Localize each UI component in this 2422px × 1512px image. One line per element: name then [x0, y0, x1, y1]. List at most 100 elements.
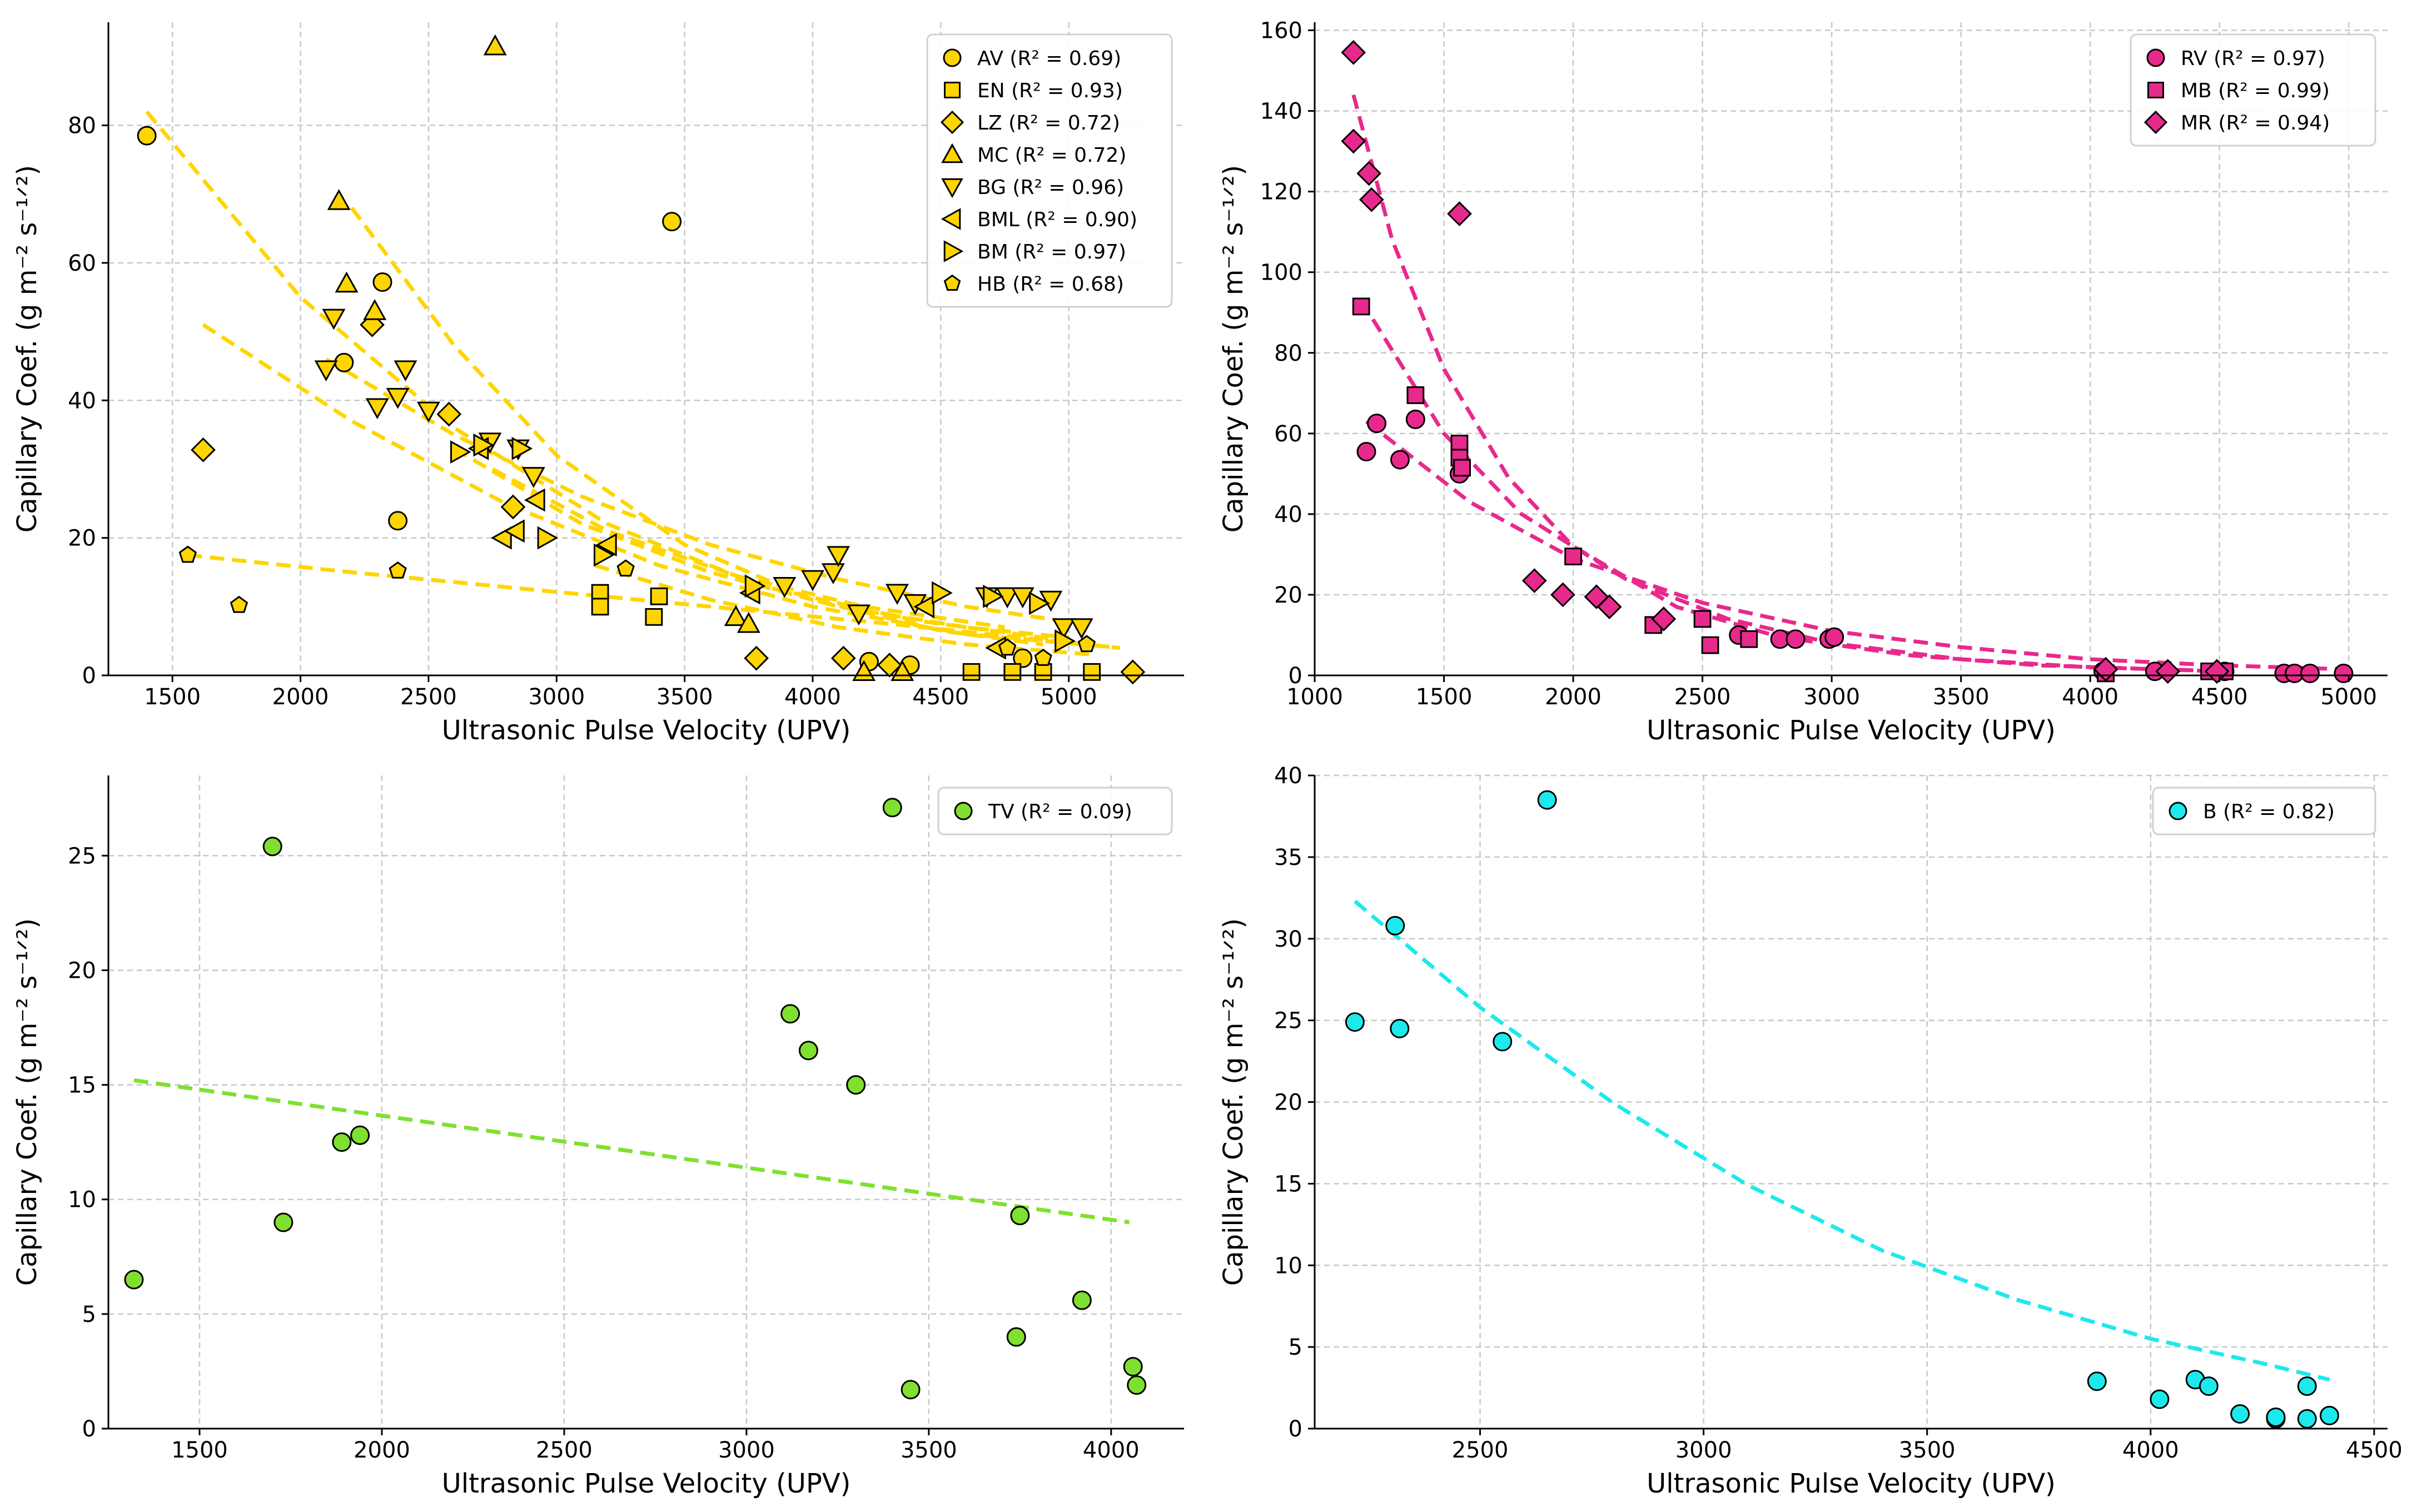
x-tick-label: 3000 — [528, 684, 585, 710]
fit-curve — [1351, 94, 2220, 674]
legend-marker — [943, 240, 964, 262]
data-point — [847, 604, 871, 626]
y-tick-label: 0 — [82, 1416, 96, 1442]
chart-panel-bottom-left: 1500 2000 2500 3000 3500 4000 0 5 10 15 20 25 Ultras… — [12, 775, 1184, 1499]
x-tick-label: 1500 — [144, 684, 201, 710]
fit-curve — [202, 323, 1121, 650]
data-point — [2334, 663, 2354, 683]
y-axis-title: Capillary Coef. (g m⁻² s⁻¹ᐟ²) — [12, 918, 43, 1286]
x-tick-label: 3000 — [718, 1438, 775, 1463]
x-tick-label: 2000 — [1545, 684, 1602, 710]
data-point — [1123, 1357, 1143, 1377]
data-point — [1359, 187, 1384, 212]
y-tick-label: 160 — [1260, 18, 1302, 44]
data-point — [1083, 663, 1101, 681]
data-point — [230, 595, 248, 613]
x-tick-label: 3500 — [1933, 684, 1990, 710]
data-point — [191, 437, 216, 462]
y-axis-title: Capillary Coef. (g m⁻² s⁻¹ᐟ²) — [12, 165, 43, 533]
data-point — [1077, 635, 1096, 653]
legend-marker — [944, 82, 961, 98]
data-point — [1447, 201, 1472, 226]
data-point — [1390, 1018, 1410, 1038]
legend-box — [926, 33, 1173, 308]
y-tick-label: 40 — [1274, 502, 1302, 528]
data-point — [901, 1380, 921, 1400]
data-point — [327, 189, 351, 210]
x-tick-label: 4500 — [2191, 684, 2248, 710]
y-tick-label: 40 — [68, 388, 96, 414]
fit-curve — [1359, 299, 2233, 674]
x-tick-label: 3500 — [901, 1438, 957, 1463]
data-point — [801, 570, 824, 591]
data-point — [1367, 414, 1387, 434]
data-point — [473, 433, 495, 457]
data-point — [322, 309, 346, 330]
data-point — [1693, 610, 1712, 628]
data-point — [1006, 1327, 1026, 1347]
data-point — [389, 561, 407, 579]
data-point — [500, 494, 526, 520]
fit-curve — [453, 446, 1070, 640]
x-tick-label: 2500 — [400, 684, 457, 710]
x-tick-label: 3500 — [657, 684, 713, 710]
data-point — [332, 1132, 352, 1152]
data-point — [846, 1075, 866, 1095]
y-tick-label: 140 — [1260, 99, 1302, 125]
x-tick-label: 4000 — [2062, 684, 2118, 710]
x-tick-label: 1500 — [171, 1438, 228, 1463]
x-tick-label: 4500 — [2346, 1438, 2403, 1463]
data-point — [2266, 1407, 2286, 1427]
legend-marker — [2146, 48, 2165, 67]
data-point — [363, 299, 387, 320]
data-point — [737, 611, 760, 633]
fit-curve — [325, 357, 1082, 626]
data-point — [1052, 618, 1076, 639]
x-tick-label: 4000 — [1083, 1438, 1140, 1463]
x-axis-title: Ultrasonic Pulse Velocity (UPV) — [1647, 1468, 2056, 1499]
legend-marker — [941, 143, 963, 163]
data-point — [394, 360, 417, 382]
data-point — [1385, 916, 1405, 936]
legend-label: MB (R² = 0.99) — [2181, 79, 2330, 102]
legend-box — [937, 787, 1173, 835]
data-point — [1011, 587, 1035, 609]
chart-panel-top-right: 1000 1500 2000 2500 3000 3500 4000 4500 5000 0 20 4… — [1218, 18, 2388, 746]
y-tick-label: 25 — [1274, 1008, 1302, 1034]
y-tick-label: 15 — [1274, 1171, 1302, 1197]
legend-box — [2152, 787, 2376, 835]
data-point — [511, 436, 533, 460]
data-point — [1740, 630, 1758, 648]
y-tick-label: 100 — [1260, 260, 1302, 286]
data-point — [724, 605, 748, 626]
data-point — [262, 837, 282, 857]
data-point — [2297, 1409, 2317, 1429]
data-point — [504, 519, 525, 543]
data-point — [1701, 636, 1719, 654]
data-point — [124, 1270, 144, 1290]
data-point — [314, 360, 338, 382]
data-point — [178, 545, 197, 563]
fit-curve — [1354, 899, 2330, 1382]
legend-label: HB (R² = 0.68) — [977, 273, 1124, 296]
legend: TV (R² = 0.09) — [937, 787, 1173, 835]
data-point — [1034, 649, 1052, 666]
x-tick-label: 2500 — [1452, 1438, 1509, 1463]
data-point — [372, 272, 392, 292]
data-point — [591, 598, 609, 616]
data-point — [1070, 618, 1093, 639]
legend-label: B (R² = 0.82) — [2203, 800, 2335, 823]
x-tick-label: 2000 — [354, 1438, 410, 1463]
data-point — [1010, 1206, 1030, 1226]
data-point — [1521, 568, 1547, 593]
data-point — [2150, 1389, 2170, 1409]
data-point — [616, 559, 635, 577]
data-point — [416, 401, 440, 423]
x-tick-label: 2500 — [1674, 684, 1731, 710]
data-point — [2204, 659, 2230, 684]
data-point — [1453, 459, 1471, 477]
y-tick-label: 0 — [1289, 1416, 1302, 1442]
data-point — [388, 511, 408, 531]
fit-curve — [491, 467, 1006, 629]
x-tick-label: 1500 — [1416, 684, 1473, 710]
